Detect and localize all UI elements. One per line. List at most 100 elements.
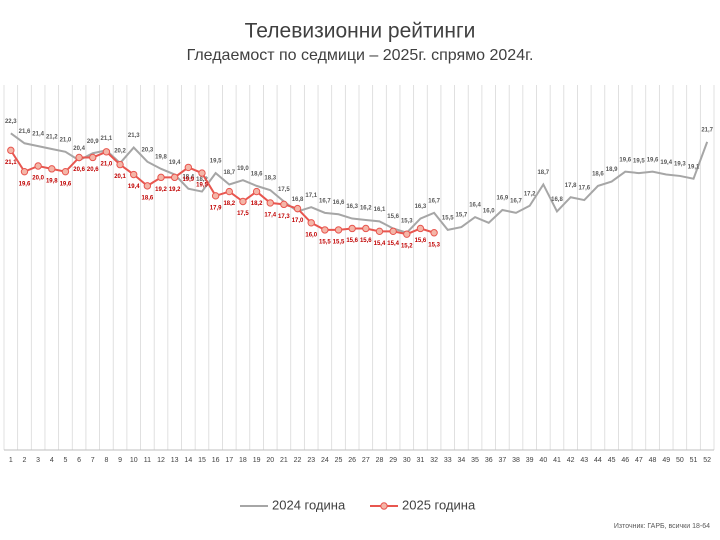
data-label: 22,3: [5, 119, 17, 125]
point: [198, 169, 206, 177]
data-label: 16,2: [360, 206, 372, 212]
x-tick-label: 45: [608, 457, 616, 464]
x-tick-label: 32: [430, 457, 438, 464]
x-tick-label: 43: [580, 457, 588, 464]
data-label: 15,4: [387, 241, 399, 247]
x-tick-label: 17: [225, 457, 233, 464]
x-tick-label: 25: [335, 457, 343, 464]
data-label: 17,5: [278, 187, 290, 193]
data-label: 16,8: [551, 197, 563, 203]
x-tick-label: 39: [526, 457, 534, 464]
series-line: [10, 132, 709, 234]
point: [225, 187, 233, 196]
x-tick-label: 24: [321, 457, 329, 464]
point: [321, 226, 329, 234]
x-tick-label: 4: [50, 457, 54, 464]
data-label: 17,1: [305, 193, 317, 199]
x-tick-label: 35: [471, 457, 479, 464]
point: [403, 230, 411, 238]
data-label: 15,3: [428, 242, 440, 248]
x-tick-label: 22: [294, 457, 302, 464]
x-tick-label: 12: [157, 457, 165, 464]
x-tick-label: 10: [130, 457, 138, 464]
x-tick-label: 51: [690, 457, 698, 464]
data-label: 20,4: [73, 146, 85, 152]
data-label: 20,3: [142, 147, 154, 153]
data-label: 20,0: [32, 176, 44, 182]
x-tick-label: 44: [594, 457, 602, 464]
x-tick-label: 14: [184, 457, 192, 464]
x-tick-label: 13: [171, 457, 179, 464]
point: [348, 224, 356, 233]
data-label: 19,6: [619, 157, 631, 163]
data-label: 19,6: [60, 181, 72, 187]
data-label: 19,5: [210, 159, 222, 165]
data-label: 18,2: [223, 201, 235, 207]
point: [7, 146, 15, 155]
data-label: 21,7: [701, 127, 713, 133]
point: [116, 160, 124, 169]
data-label: 17,4: [264, 212, 276, 218]
data-label: 17,5: [237, 211, 249, 217]
x-tick-label: 16: [212, 457, 220, 464]
point: [389, 227, 397, 236]
data-label: 16,7: [510, 198, 522, 204]
data-label: 15,6: [387, 214, 399, 220]
point: [102, 148, 111, 156]
data-label: 19,9: [182, 177, 194, 183]
data-label: 19,6: [647, 157, 659, 163]
point: [334, 226, 343, 234]
chart-title: Телевизионни рейтинги: [245, 20, 476, 43]
data-label: 19,2: [169, 187, 181, 193]
data-label: 15,7: [456, 213, 468, 219]
point: [293, 204, 302, 213]
x-tick-label: 2: [23, 457, 27, 464]
x-tick-label: 28: [376, 457, 384, 464]
data-label: 21,3: [128, 133, 140, 139]
legend-label: 2025 година: [402, 497, 476, 512]
point: [307, 219, 315, 227]
x-tick-label: 47: [635, 457, 643, 464]
x-tick-label: 8: [104, 457, 108, 464]
x-tick-label: 23: [307, 457, 315, 464]
x-tick-label: 40: [539, 457, 547, 464]
data-label: 18,7: [223, 170, 235, 176]
data-label: 19,5: [196, 183, 208, 189]
x-tick-label: 7: [91, 457, 95, 464]
data-label: 19,4: [169, 160, 181, 166]
data-label: 19,3: [674, 162, 686, 168]
data-label: 18,7: [537, 170, 549, 176]
point: [362, 224, 370, 233]
data-label: 15,6: [415, 238, 427, 244]
x-tick-label: 27: [362, 457, 370, 464]
point: [280, 200, 288, 209]
x-tick-label: 1: [9, 457, 13, 464]
point: [239, 197, 247, 206]
x-tick-label: 15: [198, 457, 206, 464]
data-label: 19,6: [19, 181, 31, 187]
data-label: 18,4: [182, 174, 194, 180]
point: [34, 162, 42, 170]
data-label: 20,6: [87, 167, 99, 173]
data-label: 19,8: [155, 154, 167, 160]
data-label: 15,3: [401, 218, 413, 224]
data-label: 18,2: [196, 177, 208, 183]
data-label: 19,4: [660, 160, 672, 166]
x-tick-label: 9: [118, 457, 122, 464]
data-label: 17,6: [578, 186, 590, 192]
x-tick-label: 42: [567, 457, 575, 464]
data-label: 16,7: [428, 198, 440, 204]
data-label: 18,6: [142, 195, 154, 201]
x-tick-label: 21: [280, 457, 288, 464]
data-label: 15,5: [333, 239, 345, 245]
data-label: 16,7: [319, 198, 331, 204]
point: [157, 173, 165, 182]
data-label: 19,0: [237, 166, 249, 172]
legend-marker: [380, 502, 388, 510]
data-label: 16,3: [415, 204, 427, 210]
data-label: 20,6: [73, 167, 85, 173]
data-label: 18,9: [606, 167, 618, 173]
data-label: 16,0: [305, 232, 317, 238]
data-label: 17,0: [292, 218, 304, 224]
point: [143, 182, 152, 190]
